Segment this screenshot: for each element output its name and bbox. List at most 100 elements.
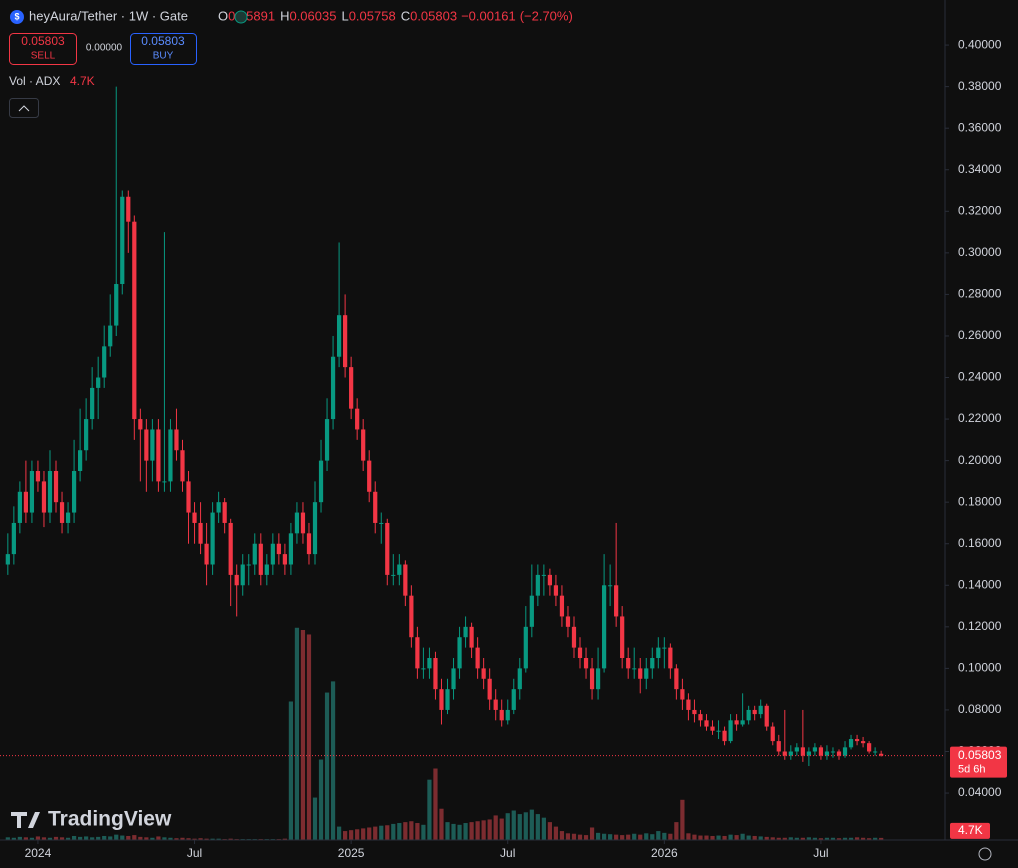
volume-bar [626,834,631,840]
y-tick-label: 0.04000 [958,785,1002,799]
volume-badge [950,822,990,839]
symbol-icon [10,10,24,24]
volume-bar [794,837,799,840]
candle-body [662,647,667,649]
candle-body [156,429,161,482]
candle-body [77,450,83,472]
volume-bar [180,837,185,840]
volume-bar [300,630,306,840]
candle-body [53,471,59,503]
candle-body [385,522,390,575]
candles-layer [5,86,884,767]
candle-body [656,647,661,658]
candle-body [150,429,155,461]
volume-bar [391,823,396,840]
volume-bar [879,837,884,840]
y-tick-label: 0.20000 [958,453,1002,467]
header-legend: heyAura/Tether · 1W · Gate O 0.05891 H 0.060… [29,8,573,23]
candle-body [11,522,16,555]
y-tick-label: 0.14000 [958,577,1002,591]
volume-bar [830,837,836,840]
candle-body [764,705,769,727]
volume-bar [692,834,697,840]
volume-bar [577,834,583,840]
volume-bar [686,833,691,840]
volume-bar [216,838,221,840]
candle-body [35,471,41,482]
collapse-button[interactable] [9,98,39,118]
candle-body [595,668,601,690]
settings-icon[interactable] [978,847,992,861]
candle-body [523,626,528,669]
volume-bar [409,821,414,840]
volume-bar [71,835,77,840]
volume-bar [102,835,107,840]
candle-body [379,522,384,524]
x-tick-label: Jul [187,846,202,860]
candle-body [343,315,348,368]
candle-body [475,647,480,669]
volume-bar [126,835,131,840]
volume-bar [674,822,679,840]
change-percent: (−2.70%) [520,8,573,23]
volume-bar [752,835,757,840]
candle-body [674,668,679,690]
volume-bar [397,823,402,840]
y-tick-label: 0.08000 [958,702,1002,716]
candle-body [812,747,818,752]
volume-bar [505,813,510,840]
last-price-label: 0.05803 [958,748,1002,762]
candle-body [294,512,300,534]
market-status[interactable] [234,10,248,24]
candle-body [433,657,438,690]
volume-bar [818,838,824,840]
volume-bar [355,829,360,840]
volume-bar [662,832,667,840]
volume-bar [114,834,119,840]
candle-body [5,554,10,565]
candle-body [144,429,149,461]
sell-button[interactable] [9,33,77,65]
candle-body [746,709,751,721]
candle-body [132,221,137,420]
candle-body [818,747,824,756]
candle-body [421,668,426,670]
volume-bar [698,835,703,840]
volume-bar [445,822,450,840]
candle-body [367,460,372,492]
y-tick-label: 0.28000 [958,287,1002,301]
change: −0.00161 [461,8,516,23]
volume-bar [156,836,161,840]
candle-body [240,564,245,586]
volume-bar [511,810,516,840]
volume-bar [282,838,287,840]
y-tick-label: 0.36000 [958,120,1002,134]
volume-bar [421,824,426,840]
candle-body [740,720,745,725]
volume-bar [668,833,673,840]
candle-body [559,595,565,617]
candle-body [722,730,727,742]
volume-bar [469,822,474,840]
y-tick-label: 0.22000 [958,411,1002,425]
ohlc-value: 0.05803 [410,8,457,23]
candle-body [90,387,95,420]
y-tick-label: 0.18000 [958,494,1002,508]
volume-bar [595,832,601,840]
y-tick-label: 0.16000 [958,536,1002,550]
x-tick-label: 2025 [338,846,365,860]
volume-bar [53,836,59,840]
candle-body [228,522,233,575]
candle-body [355,408,360,430]
candle-body [626,657,631,669]
volume-bar [35,836,41,840]
buy-button[interactable] [130,33,197,65]
volume-bar [457,824,462,840]
y-tick-label: 0.34000 [958,162,1002,176]
ohlc-letter: H [280,8,289,23]
candle-body [632,668,637,670]
candle-body [867,743,872,752]
y-tick-label: 0.32000 [958,203,1002,217]
candle-body [403,564,408,596]
volume-bar [824,837,830,840]
